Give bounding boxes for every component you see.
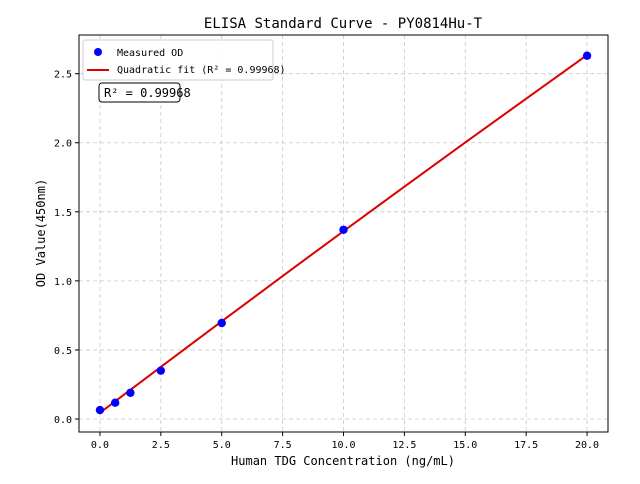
ticks: 0.0 2.5 5.0 7.5 10.0 12.5 15.0 17.5 20.0 0.0 0.5 1.… bbox=[54, 70, 599, 451]
data-point bbox=[339, 225, 348, 234]
x-axis-label: Human TDG Concentration (ng/mL) bbox=[231, 454, 455, 468]
data-point bbox=[95, 405, 105, 415]
x-tick-label: 20.0 bbox=[575, 440, 599, 451]
y-axis-label: OD Value(450nm) bbox=[34, 179, 48, 287]
data-point bbox=[156, 366, 166, 375]
data-point bbox=[110, 398, 120, 407]
legend-marker-measured bbox=[94, 48, 102, 56]
legend-label-fit: Quadratic fit (R² = 0.99968) bbox=[117, 65, 286, 76]
legend: Measured OD Quadratic fit (R² = 0.99968) bbox=[82, 39, 286, 81]
legend-label-measured: Measured OD bbox=[117, 48, 183, 59]
x-tick-label: 2.5 bbox=[152, 440, 170, 451]
x-tick-label: 15.0 bbox=[453, 440, 477, 451]
r2-annotation-text: R² = 0.99968 bbox=[104, 86, 191, 100]
y-tick-label: 1.0 bbox=[54, 277, 72, 288]
x-tick-label: 7.5 bbox=[274, 440, 292, 451]
data-point bbox=[217, 318, 226, 328]
data-point bbox=[126, 388, 135, 397]
y-tick-label: 1.5 bbox=[54, 208, 72, 219]
data-point bbox=[582, 51, 592, 60]
x-tick-label: 17.5 bbox=[514, 440, 538, 451]
x-tick-label: 5.0 bbox=[213, 440, 231, 451]
plot-frame bbox=[78, 34, 609, 433]
y-tick-label: 2.0 bbox=[54, 139, 72, 150]
x-tick-label: 12.5 bbox=[392, 440, 416, 451]
marks bbox=[95, 51, 592, 415]
y-tick-label: 2.5 bbox=[54, 70, 72, 81]
x-tick-label: 10.0 bbox=[331, 440, 355, 451]
y-tick-label: 0.0 bbox=[54, 415, 72, 426]
chart-title: ELISA Standard Curve - PY0814Hu-T bbox=[204, 16, 483, 32]
y-tick-label: 0.5 bbox=[54, 346, 72, 357]
x-tick-label: 0.0 bbox=[91, 440, 109, 451]
r2-annotation: R² = 0.99968 bbox=[98, 82, 191, 103]
